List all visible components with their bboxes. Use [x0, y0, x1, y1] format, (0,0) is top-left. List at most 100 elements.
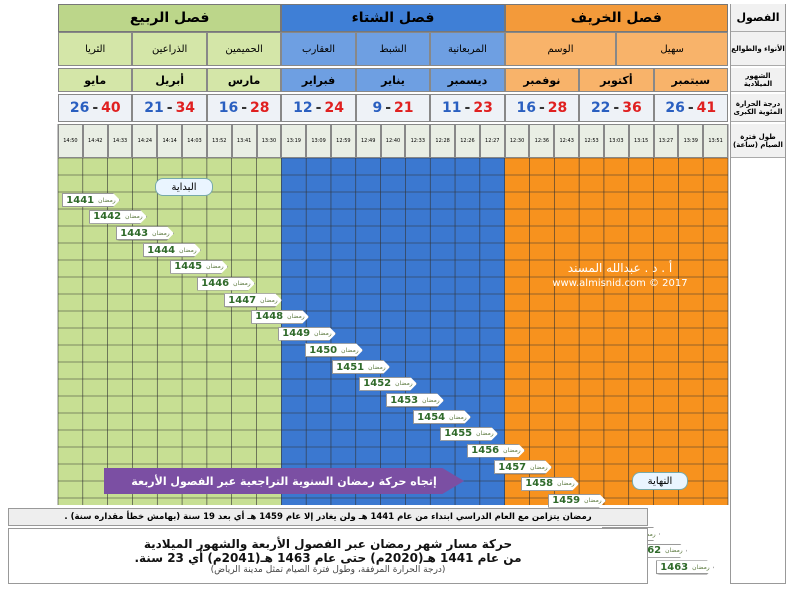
ramadan-word: رمضان — [233, 280, 251, 287]
caption-line: (درجة الحرارة المرفقة، وطول فترة الصيام … — [211, 565, 446, 575]
temperature-high: 21 — [394, 100, 413, 116]
fasting-cell: 12:33 — [405, 124, 430, 158]
ramadan-year: 1453 — [390, 395, 418, 406]
fasting-cell: 13:15 — [629, 124, 654, 158]
ramadan-label: رمضان1458 — [521, 477, 579, 491]
fasting-cell: 12:28 — [430, 124, 455, 158]
ramadan-label: رمضان1444 — [143, 243, 201, 257]
temperature-high: 34 — [176, 100, 195, 116]
temperature-high: 28 — [250, 100, 269, 116]
ramadan-label: رمضان1452 — [359, 377, 417, 391]
ramadan-label: رمضان1451 — [332, 360, 390, 374]
month-cell: مايو — [58, 68, 132, 92]
temperature-separator: - — [92, 100, 98, 116]
row-label: الشهور الميلادية — [731, 68, 785, 92]
fasting-cell: 12:30 — [505, 124, 530, 158]
note-bar: رمضان يتزامن مع العام الدراسي ابتداء من … — [8, 508, 648, 526]
fasting-cell: 14:42 — [83, 124, 108, 158]
temperature-cell: 21-34 — [132, 94, 206, 122]
fasting-cell: 13:03 — [604, 124, 629, 158]
row-label: درجة الحرارة المئوية الكبرى — [731, 94, 785, 122]
temperature-low: 26 — [665, 100, 684, 116]
caption-line: حركة مسار شهر رمضان عبر الفصول الأربعة و… — [144, 537, 512, 551]
temperature-cell: 16-28 — [505, 94, 579, 122]
fasting-cell: 14:33 — [108, 124, 133, 158]
ramadan-year: 1444 — [147, 245, 175, 256]
month-cell: مارس — [207, 68, 281, 92]
anwa-cell: سهيل — [616, 32, 728, 66]
temperature-separator: - — [688, 100, 694, 116]
ramadan-label: رمضان1449 — [278, 327, 336, 341]
ramadan-year: 1446 — [201, 278, 229, 289]
temperature-low: 16 — [516, 100, 535, 116]
ramadan-year: 1450 — [309, 345, 337, 356]
ramadan-label: رمضان 1459 — [548, 494, 606, 508]
temperature-low: 21 — [144, 100, 163, 116]
fasting-cell: 13:09 — [306, 124, 331, 158]
temperature-cell: 9-21 — [356, 94, 430, 122]
watermark-author: أ . د . عبدالله المسند — [530, 260, 710, 276]
anwa-cell: الحميمين — [207, 32, 281, 66]
month-cell: فبراير — [281, 68, 355, 92]
caption-line: من عام 1441 هـ(2020م) حتى عام 1463 هـ(20… — [134, 551, 521, 565]
season-header: فصل الربيع — [58, 4, 281, 32]
temperature-separator: - — [465, 100, 471, 116]
ramadan-word: رمضان — [503, 447, 521, 454]
ramadan-label: رمضان1453 — [386, 393, 444, 407]
temperature-separator: - — [167, 100, 173, 116]
callout-start: البداية — [155, 178, 213, 196]
row-label: الأنواء والطوالع — [731, 32, 785, 66]
fasting-cell: 12:49 — [356, 124, 381, 158]
fasting-cell: 13:19 — [281, 124, 306, 158]
month-cell: أبريل — [132, 68, 206, 92]
ramadan-label: رمضان1443 — [116, 226, 174, 240]
fasting-cell: 13:41 — [232, 124, 257, 158]
fasting-cell: 12:59 — [331, 124, 356, 158]
ramadan-word: رمضان — [125, 213, 143, 220]
fasting-cell: 12:53 — [579, 124, 604, 158]
fasting-cell: 13:51 — [703, 124, 728, 158]
month-cell: أكتوبر — [579, 68, 653, 92]
ramadan-label: رمضان1447 — [224, 293, 282, 307]
ramadan-year: 1452 — [363, 378, 391, 389]
temperature-low: 26 — [70, 100, 89, 116]
ramadan-year: 1441 — [66, 195, 94, 206]
fasting-cell: 12:26 — [455, 124, 480, 158]
ramadan-word: رمضان — [152, 230, 170, 237]
row-label: الفصول — [731, 4, 785, 32]
temperature-cell: 22-36 — [579, 94, 653, 122]
anwa-cell: الذراعين — [132, 32, 206, 66]
fasting-cell: 14:24 — [132, 124, 157, 158]
ramadan-year: 1442 — [93, 211, 121, 222]
season-header: فصل الخريف — [505, 4, 728, 32]
ramadan-year: 1456 — [471, 445, 499, 456]
ramadan-year: 1448 — [255, 311, 283, 322]
temperature-separator: - — [241, 100, 247, 116]
anwa-cell: الثريا — [58, 32, 132, 66]
row-label: طول فترة الصيام (ساعة) — [731, 124, 785, 158]
anwa-cell: الوسم — [505, 32, 617, 66]
ramadan-label: رمضان 1448 — [251, 310, 309, 324]
ramadan-year: 1449 — [282, 328, 310, 339]
ramadan-word: رمضان — [449, 414, 467, 421]
anwa-cell: العقارب — [281, 32, 355, 66]
ramadan-year: 1454 — [417, 412, 445, 423]
ramadan-word: رمضان — [287, 313, 305, 320]
ramadan-year: 1459 — [552, 495, 580, 506]
season-area — [505, 158, 728, 505]
month-cell: ديسمبر — [430, 68, 504, 92]
temperature-low: 16 — [219, 100, 238, 116]
ramadan-word: رمضان — [368, 364, 386, 371]
ramadan-label: رمضان1441 — [62, 193, 120, 207]
callout-end: النهاية — [632, 472, 688, 490]
ramadan-word: رمضان — [584, 497, 602, 504]
temperature-low: 22 — [591, 100, 610, 116]
fasting-cell: 14:14 — [157, 124, 182, 158]
fasting-cell: 13:27 — [654, 124, 679, 158]
anwa-cell: الشبط — [356, 32, 430, 66]
month-cell: سبتمبر — [654, 68, 728, 92]
temperature-cell: 26-40 — [58, 94, 132, 122]
fasting-cell: 12:43 — [554, 124, 579, 158]
temperature-cell: 11-23 — [430, 94, 504, 122]
ramadan-word: رمضان — [206, 263, 224, 270]
